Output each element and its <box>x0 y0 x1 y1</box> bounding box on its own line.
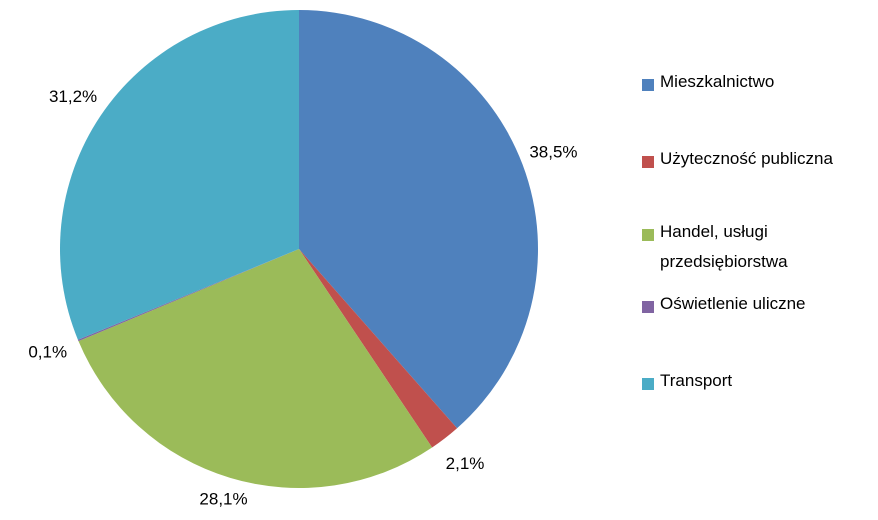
pie-slice <box>59 10 299 340</box>
legend-label: Handel, usługi przedsiębiorstwa <box>660 222 788 271</box>
legend-label: Transport <box>660 371 733 390</box>
pie-slice <box>77 249 299 342</box>
legend-label: Oświetlenie uliczne <box>660 294 806 313</box>
legend-swatch <box>642 301 654 313</box>
legend-swatch <box>642 79 654 91</box>
pie-slice <box>299 10 538 429</box>
legend-item: Oświetlenie uliczne <box>642 294 872 319</box>
legend-swatch <box>642 229 654 241</box>
data-label: 0,1% <box>28 343 67 362</box>
data-label: 38,5% <box>529 142 577 161</box>
legend-item: Mieszkalnictwo <box>642 72 872 97</box>
legend-item: Transport <box>642 371 872 396</box>
chart: 38,5% 2,1% 28,1% 0,1% 31,2% <box>28 10 578 508</box>
pie-slice <box>78 249 433 488</box>
legend-item: Handel, usługi przedsiębiorstwa <box>642 222 872 277</box>
legend-label: Mieszkalnictwo <box>660 72 775 91</box>
legend-swatch <box>642 156 654 168</box>
data-label: 31,2% <box>49 87 97 106</box>
legend-item: Użyteczność publiczna <box>642 149 872 174</box>
legend-label: Użyteczność publiczna <box>660 149 833 168</box>
legend-swatch <box>642 378 654 390</box>
data-label: 2,1% <box>446 454 485 473</box>
pie-slice <box>299 249 458 448</box>
data-label: 28,1% <box>199 489 247 508</box>
